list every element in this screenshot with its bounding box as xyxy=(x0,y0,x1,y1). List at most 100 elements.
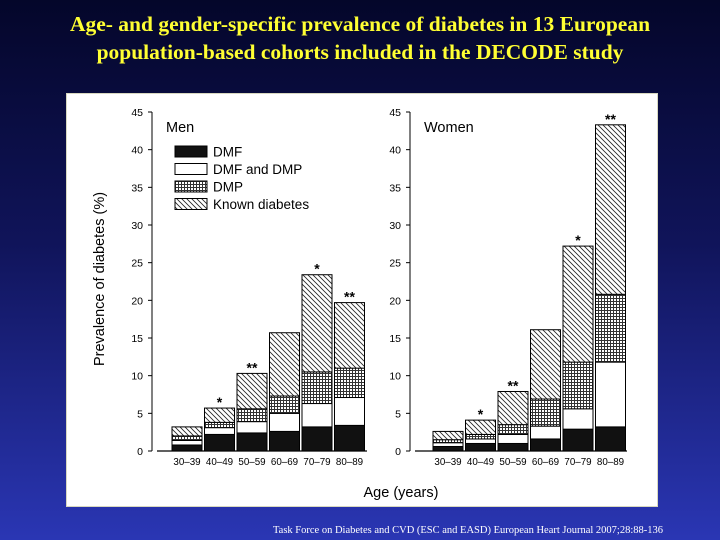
significance-marker: ** xyxy=(247,359,258,375)
slide-title-line-2: population-based cohorts included in the… xyxy=(96,40,624,64)
x-tick-label: 30–39 xyxy=(173,457,200,468)
bar-segment-men xyxy=(269,332,300,397)
bar-segment-women xyxy=(497,390,529,426)
y-tick-label: 30 xyxy=(389,220,401,232)
bar-segment-men xyxy=(334,302,365,369)
x-tick-label: 70–79 xyxy=(564,457,591,468)
significance-marker: * xyxy=(314,261,320,277)
x-tick-label: 80–89 xyxy=(597,457,624,468)
bar-segment-women xyxy=(432,442,464,447)
x-tick-label: 70–79 xyxy=(303,457,330,468)
bar-segment-men xyxy=(334,367,365,399)
bar-segment-men xyxy=(204,427,235,435)
bar-segment-women xyxy=(562,245,594,363)
x-tick-label: 60–69 xyxy=(532,457,559,468)
x-tick-label: 50–59 xyxy=(238,457,265,468)
y-tick-label: 45 xyxy=(389,107,401,119)
bar-segment-women xyxy=(530,329,561,400)
y-tick-label: 10 xyxy=(389,371,401,383)
bar-segment-women xyxy=(432,445,464,452)
bar-segment-men xyxy=(301,371,333,405)
bar-segment-women xyxy=(595,426,626,452)
bar-segment-men xyxy=(236,432,268,452)
significance-marker: ** xyxy=(605,111,616,127)
y-tick-label: 25 xyxy=(131,258,143,270)
legend-swatch xyxy=(174,198,208,210)
bar-segment-men xyxy=(269,395,300,414)
bar-segment-men xyxy=(171,426,203,437)
panel-title-women: Women xyxy=(424,120,474,136)
significance-marker: * xyxy=(575,232,581,248)
bar-segment-women xyxy=(595,124,626,295)
legend-label: DMF and DMP xyxy=(213,162,302,177)
bar-segment-women xyxy=(497,424,529,435)
y-tick-label: 20 xyxy=(389,295,401,307)
bar-segment-women xyxy=(465,442,496,452)
x-tick-label: 80–89 xyxy=(336,457,363,468)
y-tick-label: 10 xyxy=(131,371,143,383)
bar-segment-men xyxy=(204,421,235,429)
bar-segment-men xyxy=(204,433,235,452)
bar-segment-men xyxy=(236,372,268,410)
bar-segment-men xyxy=(171,439,203,446)
y-tick-label: 45 xyxy=(131,107,143,119)
bar-segment-men xyxy=(301,403,333,428)
x-tick-label: 50–59 xyxy=(499,457,526,468)
figure-panel: Prevalence of diabetes (%) Age (years) 0… xyxy=(66,93,658,507)
significance-marker: ** xyxy=(344,289,355,305)
y-tick-label: 40 xyxy=(389,145,401,157)
legend-swatch xyxy=(174,180,208,193)
bar-segment-men xyxy=(301,426,333,452)
slide-title-line-1: Age- and gender-specific prevalence of d… xyxy=(69,12,651,36)
y-tick-label: 35 xyxy=(389,182,401,194)
slide-title: Age- and gender-specific prevalence of d… xyxy=(0,10,720,66)
bar-segment-women xyxy=(562,428,594,452)
bar-segment-men xyxy=(269,430,300,452)
y-tick-label: 30 xyxy=(131,220,143,232)
bar-segment-women xyxy=(530,398,561,427)
bar-segment-women xyxy=(465,438,496,444)
bar-segment-women xyxy=(595,293,626,363)
bar-segment-women xyxy=(432,430,464,441)
bar-segment-women xyxy=(465,433,496,440)
bar-segment-women xyxy=(562,361,594,410)
bar-segment-men xyxy=(334,424,365,452)
bar-segment-men xyxy=(269,412,300,432)
legend-label: Known diabetes xyxy=(213,197,309,212)
significance-marker: * xyxy=(217,394,223,410)
x-tick-label: 30–39 xyxy=(434,457,461,468)
legend-label: DMF xyxy=(213,145,242,160)
bar-segment-women xyxy=(530,425,561,440)
significance-marker: * xyxy=(478,406,484,422)
legend-label: DMP xyxy=(213,180,243,195)
bar-segment-men xyxy=(171,435,203,441)
bar-segment-men xyxy=(334,397,365,426)
bar-segment-men xyxy=(171,444,203,452)
bar-segment-women xyxy=(595,361,626,428)
bar-segment-men xyxy=(236,408,268,423)
legend-swatch xyxy=(174,145,208,158)
x-tick-label: 40–49 xyxy=(206,457,233,468)
y-tick-label: 0 xyxy=(137,446,143,458)
bar-segment-men xyxy=(301,274,333,373)
legend-swatch xyxy=(174,163,208,175)
bar-segment-men xyxy=(204,407,235,423)
y-tick-label: 5 xyxy=(395,408,401,420)
y-tick-label: 5 xyxy=(137,408,143,420)
citation: Task Force on Diabetes and CVD (ESC and … xyxy=(273,525,664,536)
y-tick-label: 15 xyxy=(131,333,143,345)
bar-segment-men xyxy=(236,421,268,434)
x-tick-label: 40–49 xyxy=(467,457,494,468)
y-tick-label: 25 xyxy=(389,258,401,270)
significance-marker: ** xyxy=(508,377,519,393)
y-tick-label: 35 xyxy=(131,182,143,194)
y-tick-label: 40 xyxy=(131,145,143,157)
y-tick-label: 20 xyxy=(131,295,143,307)
y-tick-label: 15 xyxy=(389,333,401,345)
prevalence-chart: Prevalence of diabetes (%) Age (years) 0… xyxy=(92,107,627,501)
bar-segment-women xyxy=(497,433,529,444)
x-tick-label: 60–69 xyxy=(271,457,298,468)
bar-segment-women xyxy=(530,438,561,452)
y-axis-label: Prevalence of diabetes (%) xyxy=(92,192,108,366)
y-tick-label: 0 xyxy=(395,446,401,458)
